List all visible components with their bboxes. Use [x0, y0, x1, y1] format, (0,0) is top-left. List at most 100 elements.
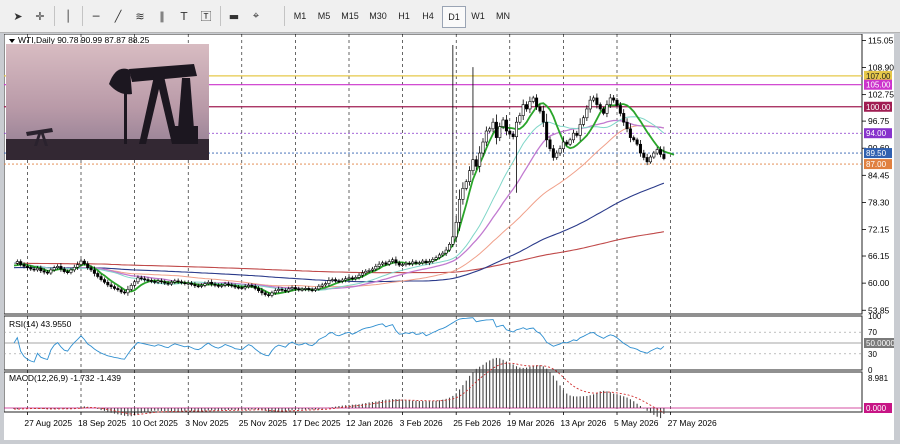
macd-zero-tag — [864, 403, 892, 413]
candle-body — [253, 285, 257, 289]
candle-body — [474, 159, 478, 167]
toolbar-separator — [284, 6, 285, 26]
candle-body — [645, 157, 649, 163]
x-axis-label: 17 Dec 2025 — [292, 418, 340, 428]
timeframe-h4-button[interactable]: H4 — [422, 11, 434, 21]
candle-body — [471, 159, 475, 171]
candle-body — [49, 269, 53, 274]
chart-area[interactable]: 115.05108.90102.7596.7590.6084.4578.3072… — [3, 33, 900, 440]
channel-tool-icon[interactable]: ∥ — [159, 9, 165, 23]
candle-body — [42, 270, 46, 273]
candle-body — [39, 267, 43, 272]
shapes-tool-icon[interactable]: ⌖ — [252, 9, 260, 22]
candle-body — [521, 104, 525, 116]
level-tag-text-89.50: 89.50 — [866, 149, 887, 158]
candle-body — [220, 285, 224, 287]
timeframe-m5-button[interactable]: M5 — [317, 11, 331, 21]
candle-body — [139, 277, 143, 280]
candle-body — [491, 121, 495, 130]
x-axis-label: 27 May 2026 — [668, 418, 717, 428]
candle-body — [347, 277, 351, 280]
candle-body — [387, 261, 391, 265]
candle-body — [545, 121, 549, 141]
timeframe-m1-button[interactable]: M1 — [293, 11, 307, 21]
candle-body — [461, 188, 465, 200]
level-tag-text-105.00: 105.00 — [866, 81, 891, 90]
candle-body — [59, 266, 63, 270]
candle-body — [615, 99, 619, 106]
candle-body — [628, 128, 632, 138]
rectangle-tool-icon[interactable]: ▬ — [228, 9, 240, 23]
candle-body — [504, 119, 508, 132]
candle-body — [226, 283, 230, 286]
candle-body — [635, 139, 639, 145]
macd-panel — [3, 371, 863, 413]
timeframe-m30-button[interactable]: M30 — [369, 11, 387, 21]
candle-body — [25, 266, 29, 269]
candle-body — [622, 113, 626, 123]
candle-body — [334, 279, 338, 282]
label-tool-icon[interactable]: 🅃 — [200, 10, 212, 23]
trend-line-tool-icon[interactable]: ╱ — [114, 9, 122, 23]
level-tag-text-107.00: 107.00 — [866, 72, 891, 81]
candle-body — [240, 287, 244, 289]
cursor-tool-icon[interactable]: ➤ — [13, 9, 23, 23]
candle-body — [588, 99, 592, 110]
x-axis-label: 13 Apr 2026 — [560, 418, 606, 428]
vertical-line-tool-icon[interactable]: │ — [64, 9, 72, 23]
x-axis-label: 25 Nov 2025 — [239, 418, 287, 428]
candle-body — [22, 264, 26, 267]
candle-body — [488, 128, 492, 132]
candle-body — [190, 282, 194, 285]
candle-body — [370, 268, 374, 271]
y-axis-tick-label: 72.15 — [868, 225, 890, 235]
timeframe-m15-button[interactable]: M15 — [341, 11, 359, 21]
x-axis-label: 12 Jan 2026 — [346, 418, 393, 428]
candle-body — [324, 283, 328, 286]
candle-body — [96, 273, 100, 277]
candle-body — [180, 281, 184, 284]
candle-body — [662, 154, 666, 159]
candle-body — [233, 285, 237, 288]
y-axis-tick-label: 53.85 — [868, 305, 890, 315]
rsi-value-tag — [864, 338, 900, 348]
candle-body — [377, 263, 381, 267]
candle-body — [437, 254, 441, 258]
rsi-line — [13, 317, 665, 363]
candle-body — [69, 269, 73, 273]
y-axis-tick-label: 102.75 — [868, 90, 894, 100]
fibonacci-tool-icon[interactable]: ≋ — [135, 9, 145, 23]
candle-body — [427, 261, 431, 264]
candle-body — [555, 152, 559, 158]
timeframe-d1-button[interactable]: D1 — [442, 6, 466, 28]
candle-body — [451, 236, 455, 245]
crosshair-tool-icon[interactable]: ✛ — [35, 9, 45, 23]
candle-body — [535, 97, 539, 108]
pumpjack-beam — [129, 64, 197, 82]
candle-body — [538, 106, 542, 112]
pumpjack-head — [109, 68, 132, 95]
timeframe-w1-button[interactable]: W1 — [471, 11, 485, 21]
candle-body — [605, 104, 609, 114]
candle-body — [397, 262, 401, 266]
candle-body — [367, 270, 371, 272]
candle-body — [307, 288, 311, 291]
candle-body — [575, 132, 579, 136]
x-axis-label: 10 Oct 2025 — [132, 418, 179, 428]
chart-canvas[interactable]: 115.05108.90102.7596.7590.6084.4578.3072… — [3, 33, 900, 440]
timeframe-mn-button[interactable]: MN — [496, 11, 510, 21]
timeframe-h1-button[interactable]: H1 — [398, 11, 410, 21]
candle-body — [511, 133, 515, 138]
candle-body — [109, 284, 113, 287]
rsi-title: RSI(14) 43.9550 — [9, 319, 72, 329]
candle-body — [303, 288, 307, 290]
candle-body — [45, 271, 49, 274]
horizontal-line-tool-icon[interactable]: ─ — [92, 9, 100, 23]
level-tag-89.50 — [864, 148, 892, 159]
candle-body — [280, 289, 284, 291]
photo-ground — [6, 139, 209, 160]
candle-body — [595, 97, 599, 105]
candle-body — [612, 97, 616, 101]
symbol-header: WTI,Daily 90.78 90.99 87.87 88.25 — [18, 35, 150, 45]
text-tool-icon[interactable]: T — [180, 9, 188, 23]
